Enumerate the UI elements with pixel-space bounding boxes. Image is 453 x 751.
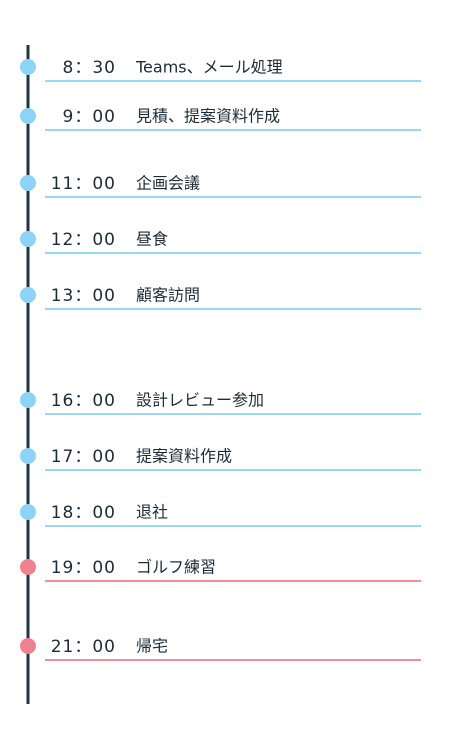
item-dot — [20, 287, 36, 303]
item-dot — [20, 448, 36, 464]
item-label: ゴルフ練習 — [136, 558, 216, 577]
item-dot — [20, 231, 36, 247]
item-dot — [20, 504, 36, 520]
item-dot — [20, 108, 36, 124]
item-dot — [20, 392, 36, 408]
item-time: 19：00 — [51, 558, 116, 578]
item-label: 顧客訪問 — [136, 286, 200, 305]
item-label: 提案資料作成 — [136, 447, 232, 466]
item-label: 設計レビュー参加 — [136, 391, 264, 410]
item-label: Teams、メール処理 — [135, 58, 283, 77]
item-time: 11：00 — [51, 174, 116, 194]
item-time: 18：00 — [51, 503, 116, 523]
item-label: 昼食 — [136, 230, 168, 249]
item-dot — [20, 559, 36, 575]
item-time: 17：00 — [51, 447, 116, 467]
item-time: 13：00 — [51, 286, 116, 306]
item-label: 見積、提案資料作成 — [136, 107, 280, 126]
item-label: 帰宅 — [136, 637, 168, 656]
item-time: 16：00 — [51, 391, 116, 411]
item-dot — [20, 175, 36, 191]
item-time: 21：00 — [51, 637, 116, 657]
item-time: 8：30 — [63, 58, 116, 78]
item-label: 企画会議 — [136, 174, 200, 193]
item-dot — [20, 638, 36, 654]
item-label: 退社 — [136, 503, 168, 522]
item-dot — [20, 59, 36, 75]
item-time: 12：00 — [51, 230, 116, 250]
item-time: 9：00 — [63, 107, 116, 127]
